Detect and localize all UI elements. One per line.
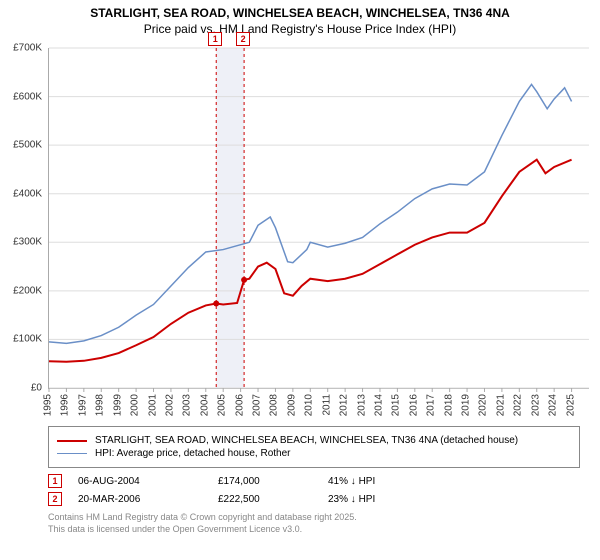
sale-row-marker: 2	[48, 492, 62, 506]
legend-swatch	[57, 453, 87, 454]
chart-title-subtitle: Price paid vs. HM Land Registry's House …	[10, 22, 590, 36]
legend-swatch	[57, 440, 87, 442]
x-tick-label: 2005	[217, 394, 228, 416]
sale-price: £222,500	[218, 494, 328, 505]
x-tick-label: 1997	[77, 394, 88, 416]
credit-line-2: This data is licensed under the Open Gov…	[48, 524, 580, 536]
y-tick-label: £100K	[2, 334, 42, 345]
legend: STARLIGHT, SEA ROAD, WINCHELSEA BEACH, W…	[48, 426, 580, 468]
chart-area: £0 £100K £200K £300K £400K £500K £600K £700K 19…	[0, 38, 600, 418]
x-tick-label: 2023	[530, 394, 541, 416]
x-tick-label: 2014	[373, 394, 384, 416]
y-tick-label: £200K	[2, 285, 42, 296]
x-tick-label: 2012	[339, 394, 350, 416]
x-tick-label: 2004	[199, 394, 210, 416]
sale-price: £174,000	[218, 476, 328, 487]
x-tick-label: 2008	[269, 394, 280, 416]
x-tick-label: 2022	[513, 394, 524, 416]
x-tick-label: 2011	[321, 394, 332, 416]
x-tick-label: 2013	[356, 394, 367, 416]
x-tick-label: 1998	[95, 394, 106, 416]
x-tick-label: 2010	[304, 394, 315, 416]
x-tick-label: 2025	[565, 394, 576, 416]
x-tick-label: 2003	[182, 394, 193, 416]
x-tick-label: 2001	[147, 394, 158, 416]
sale-row-marker: 1	[48, 474, 62, 488]
x-tick-label: 2018	[443, 394, 454, 416]
plot-svg	[49, 48, 589, 388]
y-tick-label: £300K	[2, 237, 42, 248]
plot-area	[48, 48, 589, 389]
sales-table: 1 06-AUG-2004£174,00041% ↓ HPI 2 20-MAR-200…	[48, 474, 580, 506]
x-tick-label: 2017	[426, 394, 437, 416]
x-tick-label: 2015	[391, 394, 402, 416]
y-tick-label: £400K	[2, 188, 42, 199]
x-tick-label: 2009	[286, 394, 297, 416]
x-tick-label: 1999	[112, 394, 123, 416]
y-tick-label: £500K	[2, 140, 42, 151]
y-tick-label: £600K	[2, 91, 42, 102]
credit-text: Contains HM Land Registry data © Crown c…	[48, 512, 580, 535]
sale-marker-1: 1	[208, 32, 222, 46]
chart-container: STARLIGHT, SEA ROAD, WINCHELSEA BEACH, W…	[0, 0, 600, 560]
y-tick-label: £0	[2, 383, 42, 394]
legend-label: HPI: Average price, detached house, Roth…	[95, 448, 291, 459]
sale-delta: 23% ↓ HPI	[328, 494, 438, 505]
legend-row: STARLIGHT, SEA ROAD, WINCHELSEA BEACH, W…	[57, 435, 571, 446]
x-tick-label: 2000	[130, 394, 141, 416]
x-tick-label: 2016	[408, 394, 419, 416]
sale-row: 1 06-AUG-2004£174,00041% ↓ HPI	[48, 474, 580, 488]
chart-title-address: STARLIGHT, SEA ROAD, WINCHELSEA BEACH, W…	[10, 6, 590, 20]
sale-row: 2 20-MAR-2006£222,50023% ↓ HPI	[48, 492, 580, 506]
x-tick-label: 2019	[461, 394, 472, 416]
x-tick-label: 1995	[43, 394, 54, 416]
sale-marker-2: 2	[236, 32, 250, 46]
x-tick-label: 2024	[548, 394, 559, 416]
y-tick-label: £700K	[2, 43, 42, 54]
legend-label: STARLIGHT, SEA ROAD, WINCHELSEA BEACH, W…	[95, 435, 518, 446]
sale-delta: 41% ↓ HPI	[328, 476, 438, 487]
x-tick-label: 2002	[164, 394, 175, 416]
sale-date: 06-AUG-2004	[78, 476, 218, 487]
legend-row: HPI: Average price, detached house, Roth…	[57, 448, 571, 459]
x-tick-label: 2007	[252, 394, 263, 416]
x-tick-label: 2020	[478, 394, 489, 416]
x-tick-label: 1996	[60, 394, 71, 416]
x-tick-label: 2021	[495, 394, 506, 416]
sale-date: 20-MAR-2006	[78, 494, 218, 505]
title-area: STARLIGHT, SEA ROAD, WINCHELSEA BEACH, W…	[0, 0, 600, 38]
x-tick-label: 2006	[234, 394, 245, 416]
credit-line-1: Contains HM Land Registry data © Crown c…	[48, 512, 580, 524]
